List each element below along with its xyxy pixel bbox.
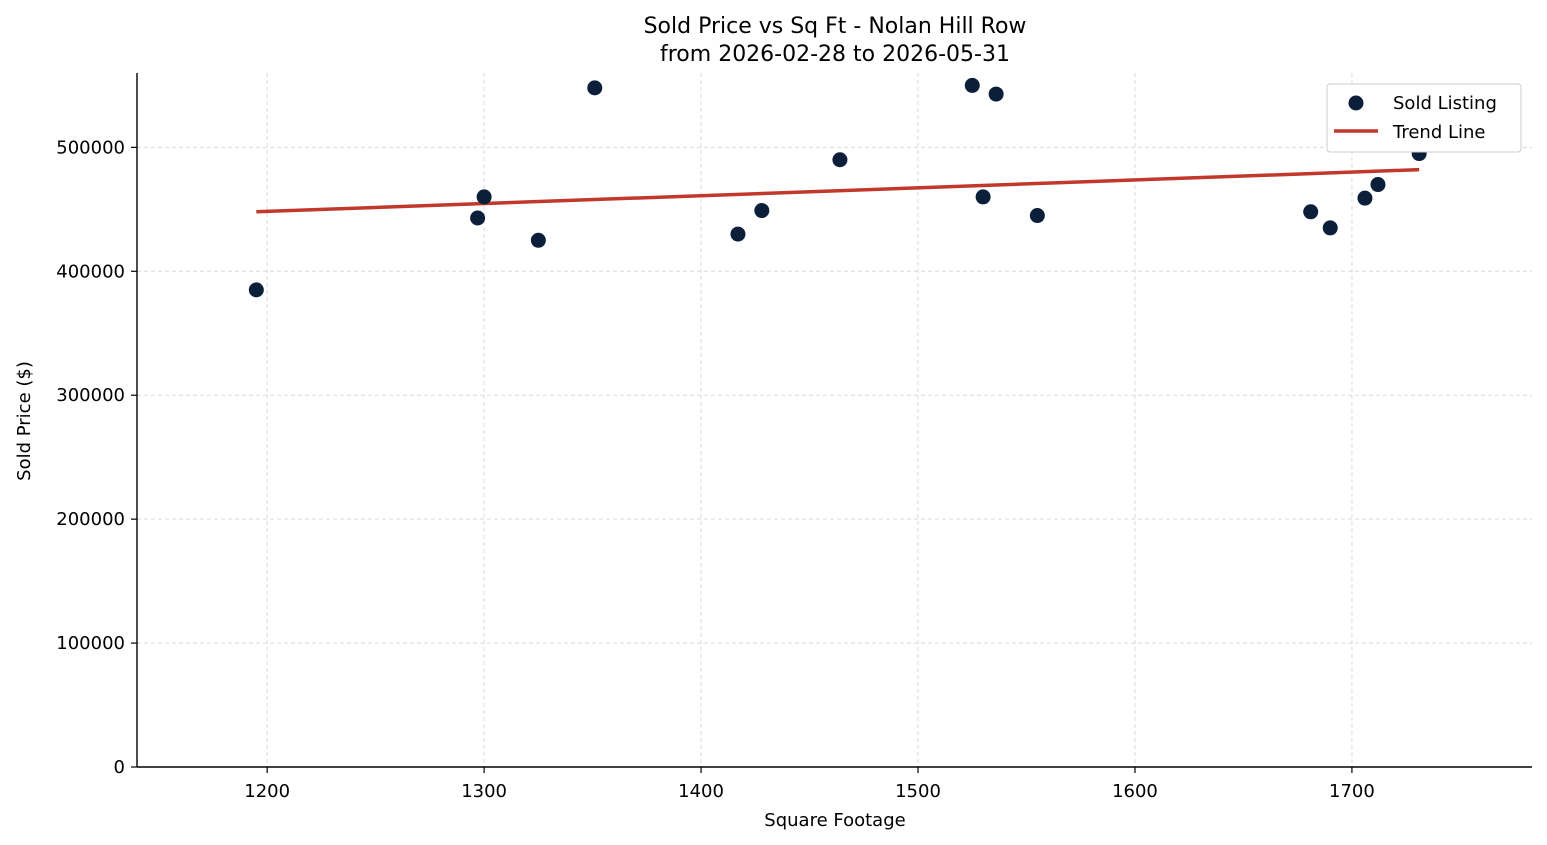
data-point [470, 210, 486, 226]
data-point [1370, 177, 1386, 193]
data-point [1322, 220, 1338, 236]
data-point [975, 189, 991, 205]
x-tick-label: 1700 [1329, 781, 1375, 802]
x-tick-label: 1400 [678, 781, 724, 802]
chart-subtitle: from 2026-02-28 to 2026-05-31 [660, 42, 1010, 67]
y-tick-label: 500000 [56, 137, 125, 158]
legend-label-sold-listing: Sold Listing [1393, 93, 1497, 114]
data-point [587, 80, 603, 96]
data-point [1029, 208, 1045, 224]
y-tick-label: 0 [114, 757, 125, 778]
x-axis-label: Square Footage [764, 810, 905, 831]
legend-box [1326, 83, 1522, 153]
chart-legend: Sold Listing Trend Line [1326, 83, 1522, 153]
data-point [754, 203, 770, 219]
legend-marker-sold-listing [1348, 95, 1364, 111]
x-tick-label: 1200 [244, 781, 290, 802]
scatter-points-layer [248, 77, 1427, 298]
y-tick-label: 300000 [56, 385, 125, 406]
y-tick-label: 100000 [56, 633, 125, 654]
x-tick-label: 1300 [461, 781, 507, 802]
data-point [476, 189, 492, 205]
data-point [988, 86, 1004, 102]
axes [136, 73, 1532, 768]
data-point [832, 152, 848, 168]
trend-line-layer [256, 167, 1420, 214]
tick-labels: 1200 1300 1400 1500 1600 1700 0 100000 200000 300… [56, 137, 1375, 802]
y-axis-label: Sold Price ($) [14, 361, 35, 481]
y-tick-label: 400000 [56, 261, 125, 282]
data-point [1303, 204, 1319, 220]
data-point [530, 232, 546, 248]
chart-title: Sold Price vs Sq Ft - Nolan Hill Row [644, 14, 1027, 39]
data-point [730, 226, 746, 242]
data-point [964, 77, 980, 93]
trend-line [256, 167, 1420, 214]
x-tick-label: 1600 [1112, 781, 1158, 802]
legend-label-trend-line: Trend Line [1392, 122, 1486, 143]
data-point [1357, 190, 1373, 206]
x-tick-label: 1500 [895, 781, 941, 802]
data-point [248, 282, 264, 298]
grid-lines [137, 73, 1532, 768]
y-tick-label: 200000 [56, 509, 125, 530]
